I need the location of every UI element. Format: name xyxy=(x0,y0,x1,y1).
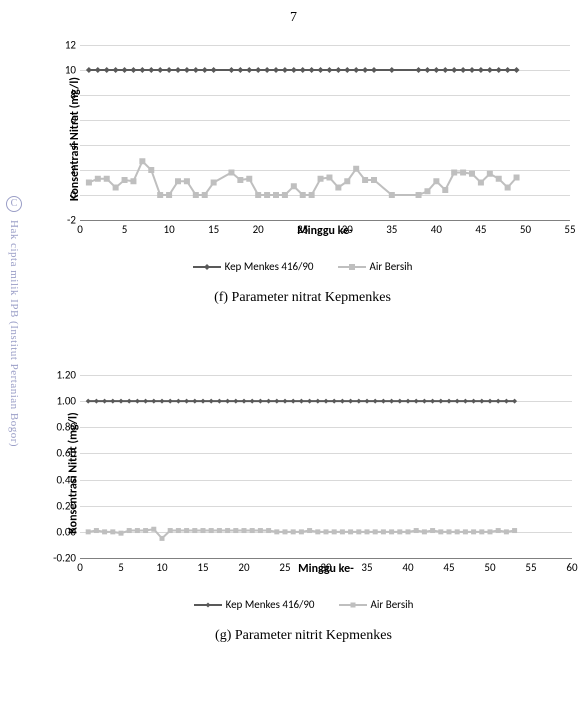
x-tick-label: 5 xyxy=(118,561,124,574)
chart-g-legend: Kep Menkes 416/90 Air Bersih xyxy=(35,598,572,614)
x-tick-label: 35 xyxy=(361,561,372,574)
y-tick-label: 1.00 xyxy=(56,395,76,408)
chart-g-container: Konsentrasi Nitrit (mg/l) -0.200.000.200… xyxy=(35,370,572,644)
y-tick-label: 0.20 xyxy=(56,499,76,512)
x-tick-label: 10 xyxy=(164,223,175,236)
legend-item: Kep Menkes 416/90 xyxy=(193,260,314,273)
chart-f-legend: Kep Menkes 416/90 Air Bersih xyxy=(35,260,570,276)
chart-g-caption: (g) Parameter nitrit Kepmenkes xyxy=(35,628,572,644)
x-tick-label: 0 xyxy=(77,561,83,574)
legend-marker-icon xyxy=(339,599,367,611)
y-tick-label: 2 xyxy=(70,164,76,177)
x-tick-label: 45 xyxy=(443,561,454,574)
y-tick-label: 8 xyxy=(70,89,76,102)
legend-marker-icon xyxy=(338,261,366,273)
x-tick-label: 30 xyxy=(320,561,331,574)
copyright-icon: C xyxy=(6,196,22,212)
y-tick-label: -0.20 xyxy=(53,552,76,565)
y-tick-label: 0.80 xyxy=(56,421,76,434)
x-tick-label: 10 xyxy=(156,561,167,574)
x-tick-label: 25 xyxy=(297,223,308,236)
y-tick-label: 1.20 xyxy=(56,369,76,382)
legend-item: Kep Menkes 416/90 xyxy=(194,598,315,611)
y-tick-label: 0.60 xyxy=(56,447,76,460)
chart-g-plot: -0.200.000.200.400.600.801.001.200510152… xyxy=(80,375,572,558)
chart-f-container: Konsentrasi Nitrat (mg/l) -2024681012051… xyxy=(35,40,570,306)
x-tick-label: 25 xyxy=(279,561,290,574)
legend-label: Air Bersih xyxy=(371,598,414,611)
chart-f-caption: (f) Parameter nitrat Kepmenkes xyxy=(35,290,570,306)
y-tick-label: 10 xyxy=(65,64,76,77)
legend-item: Air Bersih xyxy=(339,598,414,611)
chart-f-x-label: Minggu ke- xyxy=(80,224,570,238)
legend-label: Kep Menkes 416/90 xyxy=(225,260,314,273)
y-tick-label: 6 xyxy=(70,114,76,127)
watermark-text: Hak cipta milik IPB (Institut Pertanian … xyxy=(8,220,20,447)
legend-marker-icon xyxy=(194,599,222,611)
legend-label: Kep Menkes 416/90 xyxy=(226,598,315,611)
x-tick-label: 20 xyxy=(238,561,249,574)
y-tick-label: 0.40 xyxy=(56,473,76,486)
legend-marker-icon xyxy=(193,261,221,273)
x-tick-label: 15 xyxy=(208,223,219,236)
x-tick-label: 40 xyxy=(402,561,413,574)
x-tick-label: 45 xyxy=(475,223,486,236)
x-tick-label: 50 xyxy=(520,223,531,236)
x-tick-label: 50 xyxy=(484,561,495,574)
y-tick-label: 0 xyxy=(70,189,76,202)
x-tick-label: 20 xyxy=(253,223,264,236)
x-tick-label: 15 xyxy=(197,561,208,574)
x-tick-label: 30 xyxy=(342,223,353,236)
y-tick-label: 0.00 xyxy=(56,525,76,538)
x-tick-label: 35 xyxy=(386,223,397,236)
y-tick-label: 12 xyxy=(65,39,76,52)
legend-item: Air Bersih xyxy=(338,260,413,273)
page-number: 7 xyxy=(290,10,297,26)
x-tick-label: 60 xyxy=(566,561,577,574)
x-tick-label: 55 xyxy=(525,561,536,574)
legend-label: Air Bersih xyxy=(370,260,413,273)
y-tick-label: 4 xyxy=(70,139,76,152)
x-tick-label: 5 xyxy=(122,223,128,236)
y-tick-label: -2 xyxy=(67,214,76,227)
x-tick-label: 40 xyxy=(431,223,442,236)
chart-f-plot: -20246810120510152025303540455055 xyxy=(80,45,570,220)
x-tick-label: 55 xyxy=(564,223,575,236)
x-tick-label: 0 xyxy=(77,223,83,236)
